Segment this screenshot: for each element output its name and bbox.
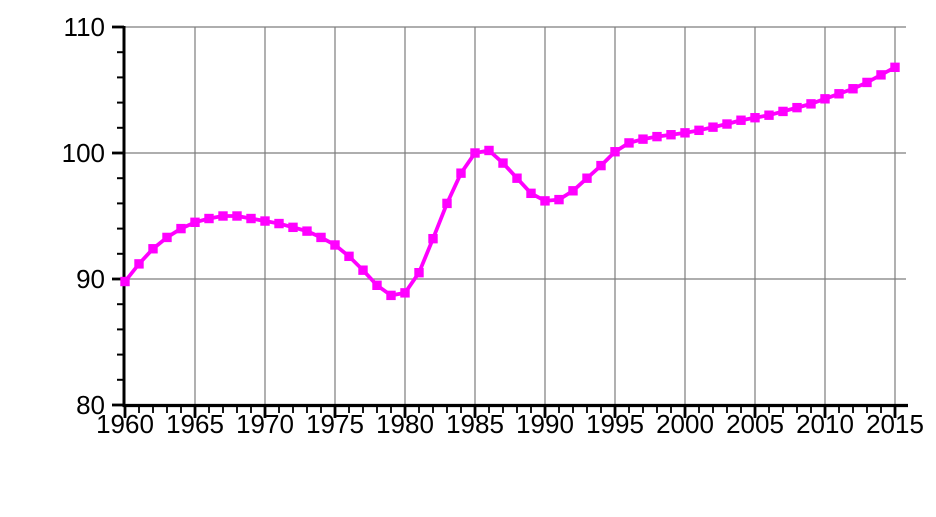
data-point-marker [386,290,396,301]
data-point-marker [470,148,480,158]
tick-labels: 80 90 100 110 1960 1965 1970 1975 1980 1985 1990 19… [62,12,924,439]
data-point-marker [176,223,186,234]
data-point-marker [260,216,270,226]
data-point-marker [666,130,676,140]
data-point-marker [484,145,494,156]
x-tick-label: 1985 [446,409,504,439]
data-point-marker [568,186,578,196]
data-point-marker [820,94,830,104]
y-tick-label: 80 [76,390,105,420]
data-point-marker [624,138,634,148]
data-point-marker [778,106,788,117]
y-tick-label: 110 [64,12,105,42]
data-point-marker [190,217,200,227]
x-tick-label: 1995 [586,409,644,439]
data-point-marker [316,232,326,243]
data-point-marker [736,115,746,125]
data-line [123,65,897,298]
data-point-marker [750,113,760,123]
data-point-marker [428,233,438,244]
data-series-magenta [120,62,900,301]
data-point-marker [708,122,718,132]
data-point-marker [694,125,704,136]
data-point-marker [246,213,256,224]
data-point-marker [610,147,620,157]
data-point-marker [162,232,172,243]
data-point-marker [358,265,368,275]
x-tick-label: 1975 [306,409,364,439]
data-point-marker [134,259,144,269]
data-point-marker [848,84,858,94]
data-point-marker [652,131,662,142]
data-point-marker [596,160,606,171]
data-point-marker [204,213,214,224]
data-point-marker [120,276,130,287]
data-point-marker [876,70,886,80]
axis-ticks [112,25,897,418]
data-point-marker [456,168,466,178]
data-point-marker [414,268,424,278]
data-point-marker [218,211,228,221]
data-point-marker [302,226,312,236]
x-tick-label: 2010 [796,409,854,439]
data-point-marker [498,158,508,168]
data-point-marker [148,244,158,254]
data-point-marker [274,218,284,229]
data-point-marker [330,240,340,250]
x-tick-label: 1965 [166,409,224,439]
data-point-marker [834,89,844,99]
data-point-marker [638,134,648,144]
x-tick-label: 1980 [376,409,434,439]
data-point-marker [400,288,410,298]
data-point-marker [526,188,536,199]
x-tick-label: 1970 [236,409,294,439]
gridlines [125,26,906,405]
data-point-marker [232,211,242,221]
x-tick-label: 1960 [96,409,154,439]
data-point-marker [442,198,452,209]
data-point-marker [722,119,732,129]
data-point-marker [792,102,802,113]
x-tick-label: 1990 [516,409,574,439]
data-point-marker [764,110,774,120]
data-point-marker [288,222,298,233]
y-tick-label: 100 [62,138,105,168]
x-tick-label: 2000 [656,409,714,439]
data-point-marker [890,62,900,73]
data-point-marker [372,280,382,290]
x-tick-label: 2015 [866,409,924,439]
x-tick-label: 2005 [726,409,784,439]
data-point-marker [862,77,872,88]
data-point-marker [680,128,690,138]
data-point-marker [344,251,354,262]
data-point-marker [512,173,522,183]
y-tick-label: 90 [76,264,105,294]
axes [122,26,908,408]
data-point-marker [582,173,592,183]
data-point-marker [540,196,550,206]
data-point-marker [806,99,816,109]
data-point-marker [554,194,564,205]
